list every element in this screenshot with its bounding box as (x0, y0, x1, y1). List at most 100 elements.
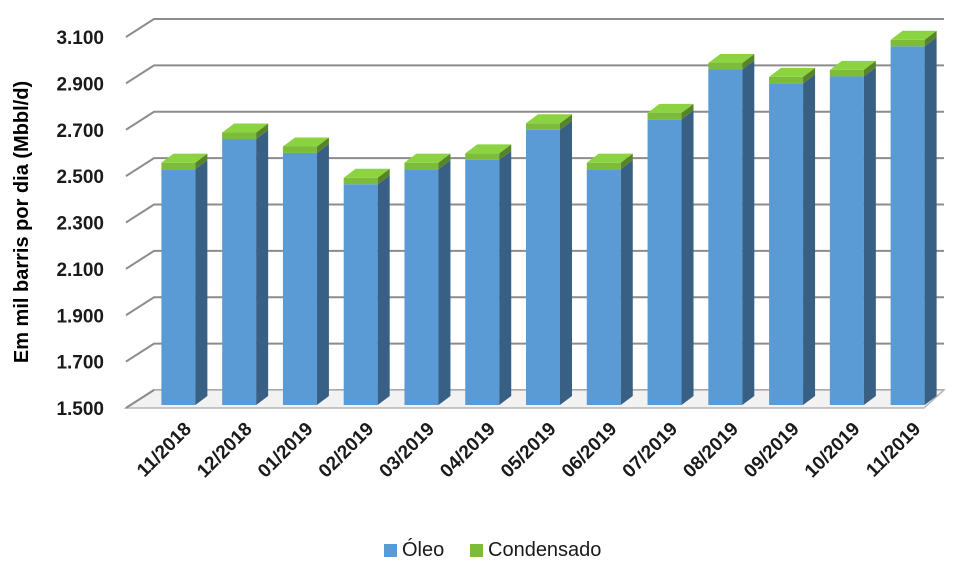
axis-depth-edge (125, 389, 155, 409)
bar-oleo-side (195, 160, 208, 405)
x-tick-label: 11/2018 (133, 419, 196, 482)
bar-condensado-top (526, 114, 572, 124)
y-tick-label: 1.500 (56, 399, 104, 420)
bar-condensado-side (438, 153, 451, 170)
x-tick-label: 06/2019 (558, 419, 621, 482)
bar-condensado-top (343, 168, 390, 178)
y-tick-label: 2.900 (56, 74, 104, 95)
bar-oleo-side (256, 130, 269, 405)
bar-oleo (890, 46, 925, 406)
bar-oleo (647, 119, 682, 406)
bar-oleo (829, 76, 864, 405)
bar-oleo-side (803, 74, 816, 405)
bar-oleo (586, 169, 621, 405)
y-tick-label: 2.100 (56, 260, 104, 281)
bar-condensado (708, 62, 743, 70)
bar-condensado (647, 112, 682, 120)
x-tick-label: 05/2019 (497, 419, 560, 482)
bar-condensado-side (195, 153, 208, 170)
bar-oleo (465, 159, 500, 405)
y-tick-label: 3.100 (56, 28, 104, 49)
bar-oleo (404, 169, 439, 405)
bar-condensado (890, 39, 925, 47)
legend-label: Óleo (402, 538, 444, 561)
bar-condensado-side (316, 137, 329, 153)
bar-condensado-top (282, 137, 329, 147)
bar-condensado (404, 162, 439, 170)
x-tick-label: 02/2019 (315, 419, 378, 482)
bar-oleo (343, 184, 378, 405)
bar-condensado-side (863, 60, 876, 77)
y-tick-label: 1.700 (56, 353, 104, 374)
gridline (125, 18, 944, 38)
bar-oleo (708, 69, 743, 406)
bar-oleo (769, 83, 804, 405)
bar-oleo-side (377, 175, 390, 405)
bar-oleo-side (863, 67, 876, 405)
bars (161, 30, 937, 406)
bar-oleo-side (560, 120, 572, 405)
bar-condensado-side (620, 153, 633, 170)
bar-condensado-side (803, 67, 816, 84)
bar-oleo (282, 152, 317, 405)
legend-swatch (384, 544, 397, 557)
y-tick-label: 2.500 (56, 167, 104, 188)
x-tick-labels: 11/201812/201801/201902/201903/201904/20… (133, 419, 925, 482)
bar-oleo-side (742, 60, 755, 406)
bar-condensado-top (465, 144, 512, 154)
bar-oleo-side (620, 160, 633, 405)
bar-condensado (526, 123, 560, 130)
y-tick-labels: 1.500 1.700 1.900 2.100 2.300 2.500 2.700 2.900… (56, 28, 104, 420)
bar-condensado-side (681, 103, 694, 120)
x-tick-label: 03/2019 (376, 419, 439, 482)
legend: Óleo Condensado (384, 538, 601, 561)
legend-swatch (470, 544, 483, 557)
bar-condensado (222, 132, 257, 140)
bar-condensado (769, 76, 804, 84)
gridline (125, 64, 944, 85)
bar-condensado-top (890, 30, 937, 40)
x-tick-label: 01/2019 (254, 419, 317, 482)
x-tick-label: 07/2019 (619, 419, 682, 482)
x-tick-label: 08/2019 (679, 419, 742, 482)
x-tick-label: 11/2019 (862, 419, 925, 482)
bar-oleo-side (924, 37, 937, 406)
y-tick-label: 2.700 (56, 121, 104, 142)
bar-oleo-side (438, 160, 451, 405)
bar-condensado-side (924, 30, 937, 47)
bar-condensado-side (256, 123, 269, 140)
bar-oleo (526, 129, 560, 405)
x-tick-label: 04/2019 (436, 419, 499, 482)
bar-condensado (829, 69, 864, 77)
bar-condensado (343, 177, 378, 185)
bar-oleo-side (316, 143, 329, 405)
bar-condensado-top (222, 123, 269, 133)
bar-oleo-side (499, 150, 512, 405)
x-tick-label: 12/2018 (193, 419, 256, 482)
x-tick-label: 10/2019 (801, 419, 864, 482)
bar-condensado-side (499, 144, 512, 160)
bar-condensado (586, 162, 621, 170)
bar-condensado-top (404, 153, 451, 163)
y-tick-label: 1.900 (56, 306, 104, 327)
x-tick-label: 09/2019 (740, 419, 803, 482)
bar-condensado-top (708, 53, 755, 63)
bar-condensado-side (560, 114, 572, 130)
bar-condensado (161, 162, 196, 170)
bar-condensado-top (769, 67, 816, 77)
bar-condensado-top (161, 153, 208, 163)
bar-condensado-side (742, 53, 755, 70)
bar-oleo (161, 169, 196, 405)
bar-condensado (282, 146, 317, 153)
bar-condensado-top (586, 153, 633, 163)
y-tick-label: 2.300 (56, 214, 104, 235)
bar-condensado-top (647, 103, 694, 113)
bar-oleo-side (681, 110, 694, 406)
bar-condensado-top (829, 60, 876, 70)
bar-condensado (465, 153, 500, 160)
bar-condensado-side (377, 168, 390, 185)
legend-label: Condensado (488, 539, 601, 561)
bar-oleo (222, 139, 257, 405)
y-axis-label: Em mil barris por dia (Mbbl/d) (11, 81, 33, 363)
